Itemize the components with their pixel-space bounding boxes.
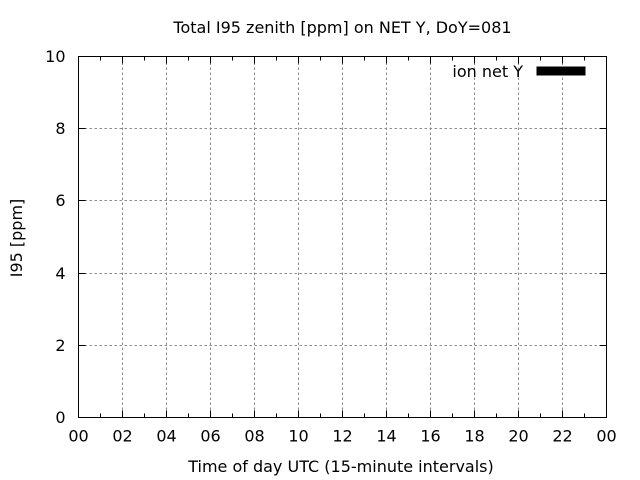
- y-tick-label: 8: [55, 119, 65, 138]
- chart-title: Total I95 zenith [ppm] on NET Y, DoY=081: [172, 18, 511, 37]
- x-tick-label: 00: [596, 427, 616, 446]
- x-tick-label: 18: [464, 427, 484, 446]
- y-tick-label: 4: [55, 264, 65, 283]
- x-tick-label: 22: [552, 427, 572, 446]
- legend: ion net Y: [452, 62, 586, 81]
- x-axis-title: Time of day UTC (15-minute intervals): [187, 457, 494, 476]
- x-tick-label: 16: [420, 427, 440, 446]
- x-tick-label: 12: [332, 427, 352, 446]
- x-tick-label: 20: [508, 427, 528, 446]
- y-tick-label: 6: [55, 191, 65, 210]
- x-tick-label: 04: [156, 427, 176, 446]
- x-tick-label: 14: [376, 427, 396, 446]
- x-tick-label: 02: [112, 427, 132, 446]
- y-tick-label: 10: [45, 47, 65, 66]
- grid-layer: [79, 57, 606, 417]
- plot-border: [78, 56, 607, 418]
- x-tick-label: 10: [288, 427, 308, 446]
- x-tick-label: 00: [68, 427, 88, 446]
- y-tick-label: 2: [55, 336, 65, 355]
- y-axis-title: I95 [ppm]: [7, 199, 26, 278]
- y-tick-label: 0: [55, 408, 65, 427]
- x-tick-label: 08: [244, 427, 264, 446]
- x-tick-label: 06: [200, 427, 220, 446]
- legend-label: ion net Y: [452, 62, 523, 81]
- legend-swatch: [536, 66, 586, 76]
